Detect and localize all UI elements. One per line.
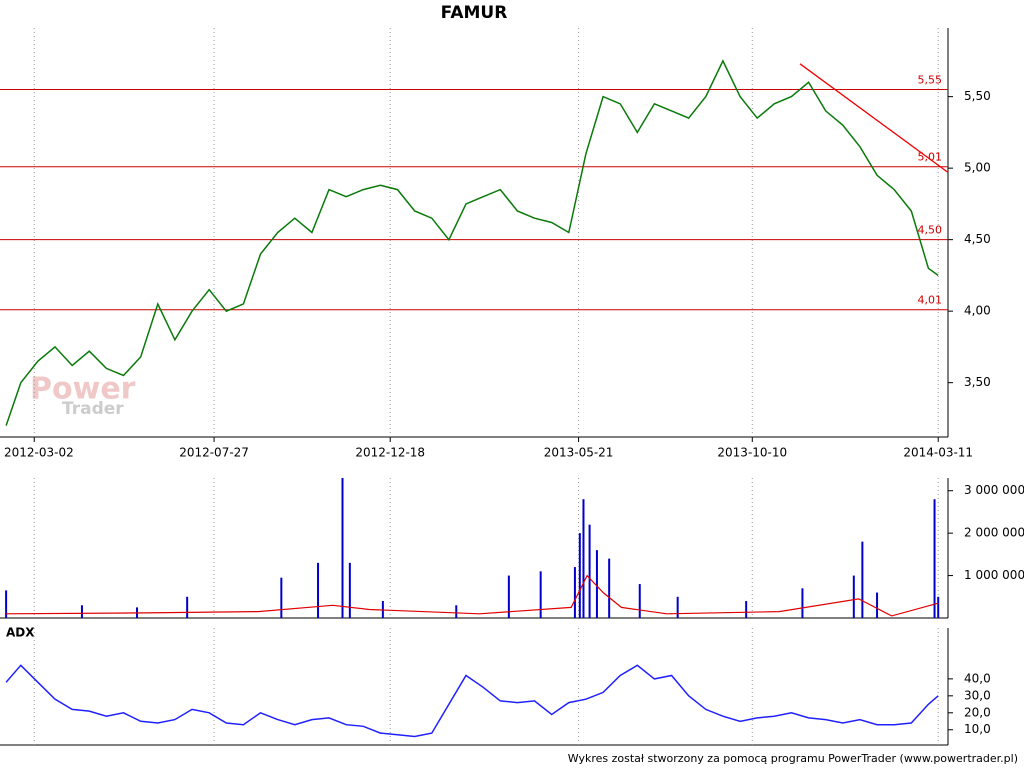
y-tick-label: 3,50 <box>964 375 991 389</box>
bar <box>852 575 855 618</box>
bar <box>573 567 576 618</box>
x-tick-label: 2013-10-10 <box>717 446 787 460</box>
level-label: 5,55 <box>918 73 943 86</box>
bar <box>317 562 320 618</box>
bar <box>507 575 510 618</box>
x-tick-label: 2012-12-18 <box>355 446 425 460</box>
level-label: 4,50 <box>918 224 943 237</box>
bar <box>608 558 611 618</box>
bar <box>595 550 598 618</box>
bar <box>80 605 83 618</box>
bar <box>588 524 591 618</box>
x-tick-label: 2012-07-27 <box>179 446 249 460</box>
series-line <box>5 59 939 426</box>
watermark: Trader <box>62 399 124 419</box>
y-tick-label: 4,50 <box>964 232 991 246</box>
bar <box>348 562 351 618</box>
bar <box>455 605 458 618</box>
trend-line <box>799 63 949 173</box>
watermark: Power <box>30 372 136 407</box>
panel-title: ADX <box>6 626 35 640</box>
bar <box>937 596 940 618</box>
bar <box>933 499 936 618</box>
y-tick-label: 1 000 000 <box>964 568 1024 582</box>
footer: Wykres został stworzony za pomocą progra… <box>568 752 1018 765</box>
bar <box>5 590 8 618</box>
bar <box>582 499 585 618</box>
x-tick-label: 2014-03-11 <box>903 446 973 460</box>
y-tick-label: 5,00 <box>964 161 991 175</box>
bar <box>341 478 344 618</box>
average-line <box>6 574 939 617</box>
bar <box>280 577 283 618</box>
bar <box>539 571 542 618</box>
y-tick-label: 30,0 <box>964 688 991 702</box>
bar <box>876 592 879 618</box>
x-tick-label: 2012-03-02 <box>4 446 74 460</box>
bar <box>801 588 804 618</box>
y-tick-label: 3 000 000 <box>964 483 1024 497</box>
y-tick-label: 40,0 <box>964 671 991 685</box>
y-tick-label: 4,00 <box>964 304 991 318</box>
bar <box>578 533 581 618</box>
y-tick-label: 5,50 <box>964 89 991 103</box>
y-tick-label: 20,0 <box>964 705 991 719</box>
series-line <box>5 664 939 738</box>
bar <box>676 596 679 618</box>
bar <box>638 584 641 618</box>
level-label: 4,01 <box>918 294 943 307</box>
y-tick-label: 10,0 <box>964 722 991 736</box>
bar <box>861 541 864 618</box>
x-tick-label: 2013-05-21 <box>544 446 614 460</box>
y-tick-label: 2 000 000 <box>964 526 1024 540</box>
bar <box>186 596 189 618</box>
bar <box>745 601 748 618</box>
chart-title: FAMUR <box>441 3 508 23</box>
